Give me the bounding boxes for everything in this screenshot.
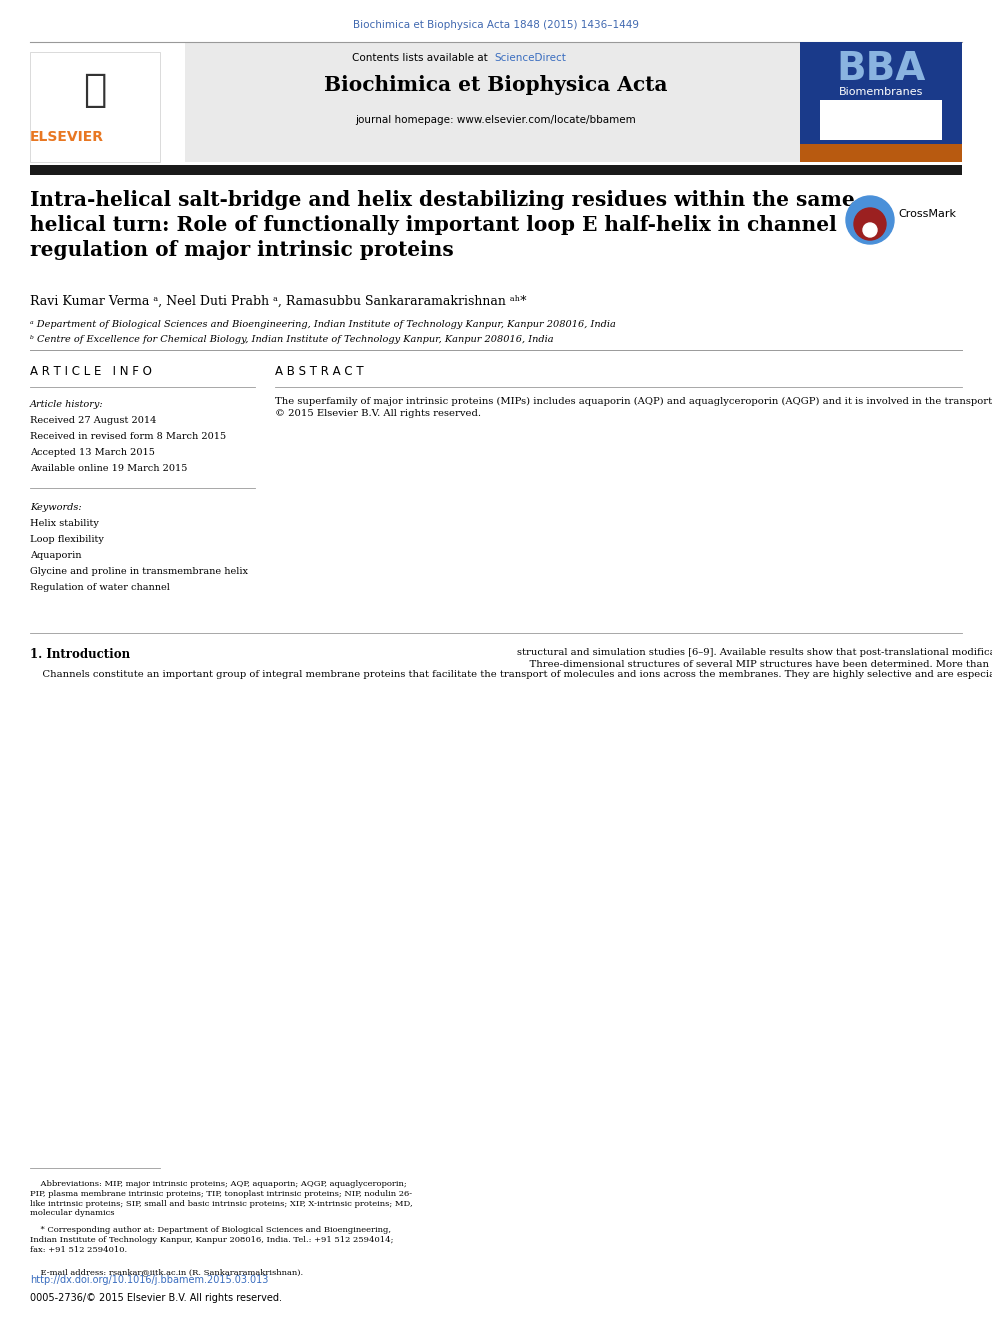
Text: Loop flexibility: Loop flexibility: [30, 534, 104, 544]
Text: CrossMark: CrossMark: [898, 209, 956, 220]
Text: A B S T R A C T: A B S T R A C T: [275, 365, 364, 378]
Text: Biomembranes: Biomembranes: [839, 87, 924, 97]
Text: Aquaporin: Aquaporin: [30, 550, 81, 560]
Text: Channels constitute an important group of integral membrane proteins that facili: Channels constitute an important group o…: [30, 669, 992, 679]
Text: Available online 19 March 2015: Available online 19 March 2015: [30, 464, 187, 474]
Text: A R T I C L E   I N F O: A R T I C L E I N F O: [30, 365, 152, 378]
Text: ScienceDirect: ScienceDirect: [494, 53, 565, 64]
Text: E-mail address: rsankar@iitk.ac.in (R. Sankararamakrishnan).: E-mail address: rsankar@iitk.ac.in (R. S…: [30, 1267, 304, 1275]
Text: structural and simulation studies [6–9]. Available results show that post-transl: structural and simulation studies [6–9].…: [517, 648, 992, 669]
Circle shape: [854, 208, 886, 239]
Text: * Corresponding author at: Department of Biological Sciences and Bioengineering,: * Corresponding author at: Department of…: [30, 1226, 394, 1254]
Text: Biochimica et Biophysica Acta 1848 (2015) 1436–1449: Biochimica et Biophysica Acta 1848 (2015…: [353, 20, 639, 30]
Text: BBA: BBA: [836, 50, 926, 89]
Bar: [800, 144, 962, 161]
Text: Received in revised form 8 March 2015: Received in revised form 8 March 2015: [30, 433, 226, 441]
Text: 🌳: 🌳: [83, 71, 107, 108]
Text: Glycine and proline in transmembrane helix: Glycine and proline in transmembrane hel…: [30, 568, 248, 576]
Bar: [30, 165, 962, 175]
Text: ᵇ Centre of Excellence for Chemical Biology, Indian Institute of Technology Kanp: ᵇ Centre of Excellence for Chemical Biol…: [30, 335, 554, 344]
Bar: [800, 42, 962, 161]
Bar: [820, 101, 942, 140]
Text: http://dx.doi.org/10.1016/j.bbamem.2015.03.013: http://dx.doi.org/10.1016/j.bbamem.2015.…: [30, 1275, 269, 1285]
Bar: [185, 42, 885, 161]
Text: Keywords:: Keywords:: [30, 503, 81, 512]
Text: Contents lists available at: Contents lists available at: [352, 53, 491, 64]
Circle shape: [846, 196, 894, 243]
Text: The superfamily of major intrinsic proteins (MIPs) includes aquaporin (AQP) and : The superfamily of major intrinsic prote…: [275, 397, 992, 418]
Text: Accepted 13 March 2015: Accepted 13 March 2015: [30, 448, 155, 456]
Text: Intra-helical salt-bridge and helix destabilizing residues within the same
helic: Intra-helical salt-bridge and helix dest…: [30, 191, 855, 259]
Text: Abbreviations: MIP, major intrinsic proteins; AQP, aquaporin; AQGP, aquaglycerop: Abbreviations: MIP, major intrinsic prot…: [30, 1180, 413, 1217]
Text: 1. Introduction: 1. Introduction: [30, 648, 130, 662]
Text: 0005-2736/© 2015 Elsevier B.V. All rights reserved.: 0005-2736/© 2015 Elsevier B.V. All right…: [30, 1293, 282, 1303]
Text: journal homepage: www.elsevier.com/locate/bbamem: journal homepage: www.elsevier.com/locat…: [355, 115, 637, 124]
Text: Regulation of water channel: Regulation of water channel: [30, 583, 170, 591]
Text: Ravi Kumar Verma ᵃ, Neel Duti Prabh ᵃ, Ramasubbu Sankararamakrishnan ᵃʰ*: Ravi Kumar Verma ᵃ, Neel Duti Prabh ᵃ, R…: [30, 295, 527, 308]
Bar: [30, 52, 160, 161]
Text: Article history:: Article history:: [30, 400, 103, 409]
Text: ᵃ Department of Biological Sciences and Bioengineering, Indian Institute of Tech: ᵃ Department of Biological Sciences and …: [30, 320, 616, 329]
Text: Biochimica et Biophysica Acta: Biochimica et Biophysica Acta: [324, 75, 668, 95]
Text: ELSEVIER: ELSEVIER: [30, 130, 104, 144]
Circle shape: [863, 224, 877, 237]
Text: Received 27 August 2014: Received 27 August 2014: [30, 415, 157, 425]
Text: Helix stability: Helix stability: [30, 519, 99, 528]
